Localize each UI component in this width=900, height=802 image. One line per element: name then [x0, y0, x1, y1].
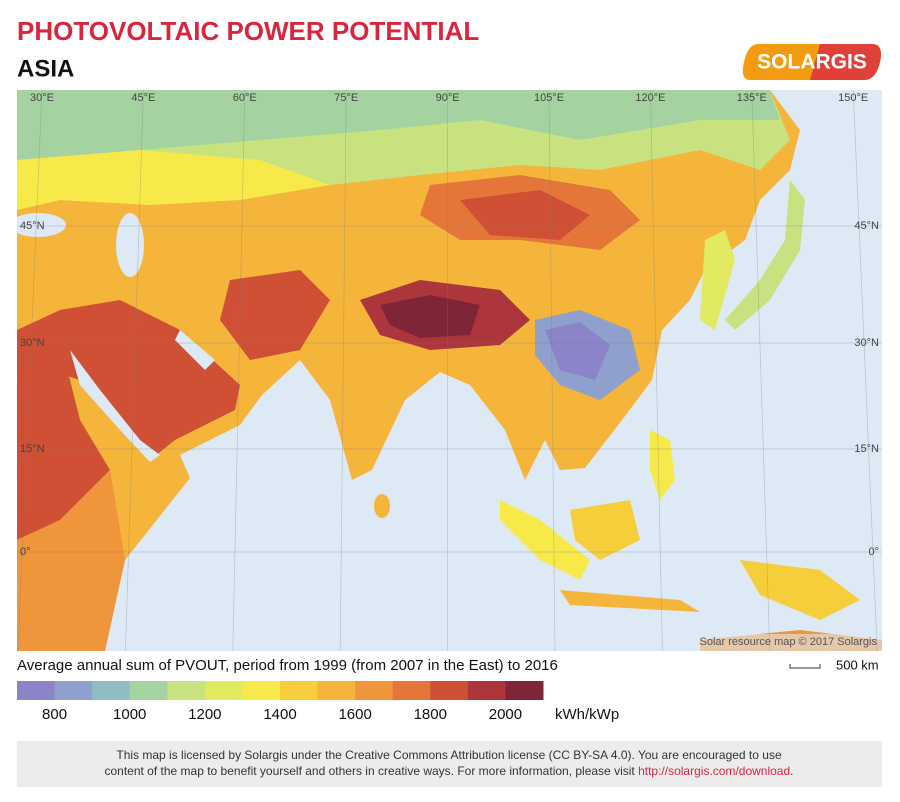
credit-backdrop: [700, 634, 882, 651]
land-new-guinea: [740, 560, 860, 620]
legend-swatch: [204, 681, 243, 700]
footer-box: [17, 741, 882, 787]
meridian: [125, 90, 144, 651]
footer-line: This map is licensed by Solargis under t…: [116, 748, 782, 762]
legend-swatch: [167, 681, 206, 700]
land-sumatra: [500, 500, 590, 580]
footer-link[interactable]: http://solargis.com/download: [638, 764, 790, 778]
land-java: [560, 590, 700, 612]
persian-gulf: [175, 330, 215, 370]
land-tibet: [380, 295, 480, 338]
legend-tick-label: 800: [42, 706, 67, 723]
land-borneo: [570, 500, 640, 560]
legend-swatch: [17, 681, 56, 700]
land-iran: [220, 270, 330, 360]
legend-swatch: [355, 681, 394, 700]
meridian: [17, 90, 43, 651]
scale-label: 500 km: [836, 657, 879, 672]
red-sea: [70, 350, 160, 462]
longitude-label: 150°E: [838, 92, 868, 104]
legend-swatch: [430, 681, 469, 700]
graticule: 30°E 45°E 60°E 75°E 90°E 105°E 120°E 135°E 150°E…: [17, 90, 882, 651]
latitude-label: 0°: [868, 546, 879, 558]
map-credit: Solar resource map © 2017 Solargis: [700, 636, 878, 648]
logo: SOLARGIS: [742, 44, 881, 80]
latitude-label: 30°N: [854, 337, 879, 349]
caspian-sea: [116, 213, 144, 277]
land-korea: [700, 230, 735, 330]
legend-tick-label: 2000: [489, 706, 522, 723]
land-africa: [17, 470, 125, 651]
subtitle: ASIA: [17, 55, 74, 82]
longitude-label: 30°E: [30, 92, 54, 104]
latitude-label: 45°N: [20, 220, 45, 232]
latitude-label: 15°N: [854, 443, 879, 455]
legend-tick-label: 1800: [414, 706, 447, 723]
meridian: [852, 90, 878, 651]
legend-swatch: [317, 681, 356, 700]
legend-swatch: [505, 681, 544, 700]
longitude-label: 105°E: [534, 92, 564, 104]
scale-bar: [789, 664, 821, 669]
legend-swatch: [242, 681, 281, 700]
footer-line: content of the map to benefit yourself a…: [104, 764, 793, 778]
longitude-label: 75°E: [334, 92, 358, 104]
legend-swatch: [467, 681, 506, 700]
legend-caption: Average annual sum of PVOUT, period from…: [17, 657, 558, 674]
legend-unit: kWh/kWp: [555, 706, 619, 723]
land-north: [17, 90, 780, 160]
meridian: [751, 90, 771, 651]
footer-text: content of the map to benefit yourself a…: [104, 764, 635, 778]
latitude-label: 30°N: [20, 337, 45, 349]
meridian: [548, 90, 556, 651]
land-sri-lanka: [374, 494, 390, 518]
longitude-label: 135°E: [737, 92, 767, 104]
logo-shape: [810, 44, 881, 80]
legend-swatch: [392, 681, 431, 700]
black-sea: [17, 213, 66, 237]
legend-swatch: [129, 681, 168, 700]
meridian: [339, 90, 347, 651]
title: PHOTOVOLTAIC POWER POTENTIAL: [17, 16, 479, 46]
longitude-label: 90°E: [436, 92, 460, 104]
land-steppe: [17, 150, 330, 210]
longitude-label: 60°E: [233, 92, 257, 104]
legend-tick-label: 1600: [338, 706, 371, 723]
logo-text: SOLARGIS: [757, 51, 867, 74]
legend-swatch: [92, 681, 131, 700]
land-philippines: [650, 430, 675, 500]
legend-tick-label: 1200: [188, 706, 221, 723]
meridian: [232, 90, 246, 651]
land-africa: [17, 330, 110, 540]
map: 30°E 45°E 60°E 75°E 90°E 105°E 120°E 135°E 150°E…: [17, 90, 882, 651]
legend-tick-label: 1400: [263, 706, 296, 723]
land-gobi: [460, 190, 590, 240]
legend-swatch: [280, 681, 319, 700]
legend: 800 1000 1200 1400 1600 1800 2000 kWh/kWp: [17, 681, 619, 723]
meridian: [650, 90, 663, 651]
longitude-label: 45°E: [131, 92, 155, 104]
land-japan: [725, 180, 805, 330]
legend-swatch: [54, 681, 93, 700]
land-sichuan: [545, 322, 610, 380]
latitude-label: 0°: [20, 546, 31, 558]
longitude-label: 120°E: [635, 92, 665, 104]
latitude-label: 15°N: [20, 443, 45, 455]
footer-end: .: [790, 764, 793, 778]
latitude-label: 45°N: [854, 220, 879, 232]
legend-tick-label: 1000: [113, 706, 146, 723]
